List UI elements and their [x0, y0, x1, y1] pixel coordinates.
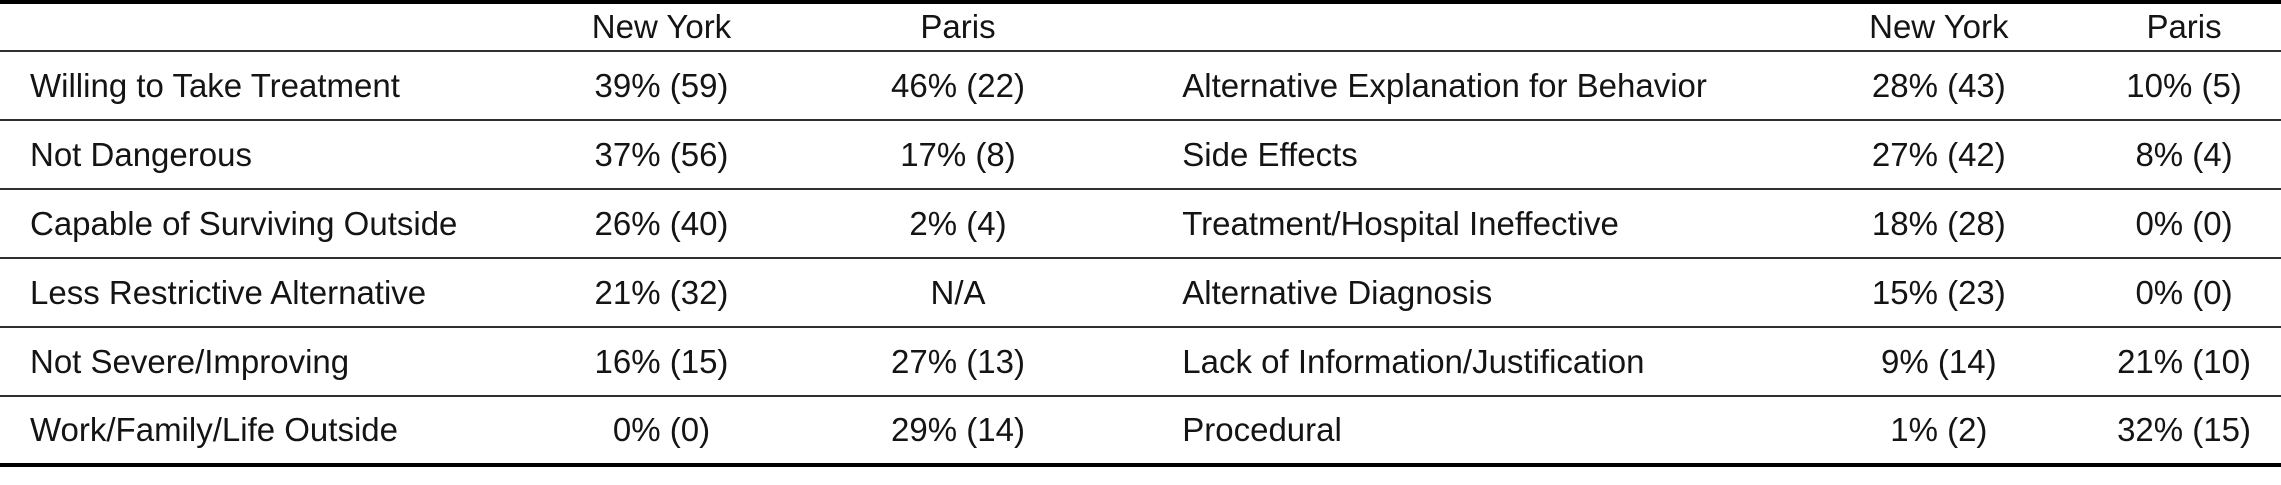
- row-label: Work/Family/Life Outside: [30, 411, 398, 448]
- value-paris: 17% (8): [900, 135, 1016, 173]
- value-new-york: 21% (32): [594, 273, 729, 311]
- row-label: Willing to Take Treatment: [30, 66, 400, 104]
- row-label: Not Dangerous: [30, 135, 252, 173]
- table-row: Work/Family/Life Outside 0% (0) 29% (14)…: [0, 396, 2281, 465]
- value-paris: 32% (15): [2117, 411, 2251, 448]
- row-label: Not Severe/Improving: [30, 342, 350, 380]
- column-header-paris-right: Paris: [2146, 8, 2222, 45]
- row-label: Capable of Surviving Outside: [30, 204, 458, 242]
- value-new-york: 0% (0): [612, 411, 711, 448]
- value-new-york: 28% (43): [1871, 66, 2006, 104]
- value-paris: 0% (0): [2135, 273, 2233, 311]
- row-label: Side Effects: [1182, 135, 1358, 173]
- header-spacer-left: [0, 2, 513, 51]
- header-spacer-right: [1106, 2, 1790, 51]
- value-new-york: 37% (56): [594, 135, 729, 173]
- column-header-paris-left: Paris: [920, 8, 996, 45]
- value-paris: 29% (14): [891, 411, 1025, 448]
- value-new-york: 27% (42): [1871, 135, 2006, 173]
- table-row: Not Severe/Improving 16% (15) 27% (13) L…: [0, 327, 2281, 396]
- row-label: Procedural: [1182, 411, 1342, 448]
- row-label: Treatment/Hospital Ineffective: [1182, 204, 1619, 242]
- table-row: Willing to Take Treatment 39% (59) 46% (…: [0, 51, 2281, 120]
- column-header-new-york-left: New York: [591, 8, 732, 45]
- table-row: Capable of Surviving Outside 26% (40) 2%…: [0, 189, 2281, 258]
- row-label: Lack of Information/Justification: [1182, 342, 1645, 380]
- value-new-york: 15% (23): [1871, 273, 2006, 311]
- value-paris: 46% (22): [891, 66, 1025, 104]
- table-row: Not Dangerous 37% (56) 17% (8) Side Effe…: [0, 120, 2281, 189]
- row-label: Alternative Explanation for Behavior: [1182, 66, 1707, 104]
- value-paris: 10% (5): [2126, 66, 2242, 104]
- value-new-york: 1% (2): [1890, 411, 1988, 448]
- table-row: Less Restrictive Alternative 21% (32) N/…: [0, 258, 2281, 327]
- value-new-york: 9% (14): [1881, 342, 1997, 380]
- header-row: New York Paris New York Paris: [0, 2, 2281, 51]
- row-label: Less Restrictive Alternative: [30, 273, 427, 311]
- column-header-new-york-right: New York: [1869, 8, 2009, 45]
- value-new-york: 18% (28): [1871, 204, 2006, 242]
- value-new-york: 26% (40): [594, 204, 729, 242]
- value-paris: 21% (10): [2117, 342, 2251, 380]
- value-paris: 0% (0): [2135, 204, 2233, 242]
- value-new-york: 39% (59): [594, 66, 729, 104]
- row-label: Alternative Diagnosis: [1182, 273, 1493, 311]
- value-paris: N/A: [930, 273, 986, 311]
- value-paris: 8% (4): [2135, 135, 2233, 173]
- value-paris: 2% (4): [909, 204, 1007, 242]
- value-new-york: 16% (15): [594, 342, 729, 380]
- value-paris: 27% (13): [891, 342, 1025, 380]
- reasons-comparison-table: New York Paris New York Paris Willing to…: [0, 0, 2281, 467]
